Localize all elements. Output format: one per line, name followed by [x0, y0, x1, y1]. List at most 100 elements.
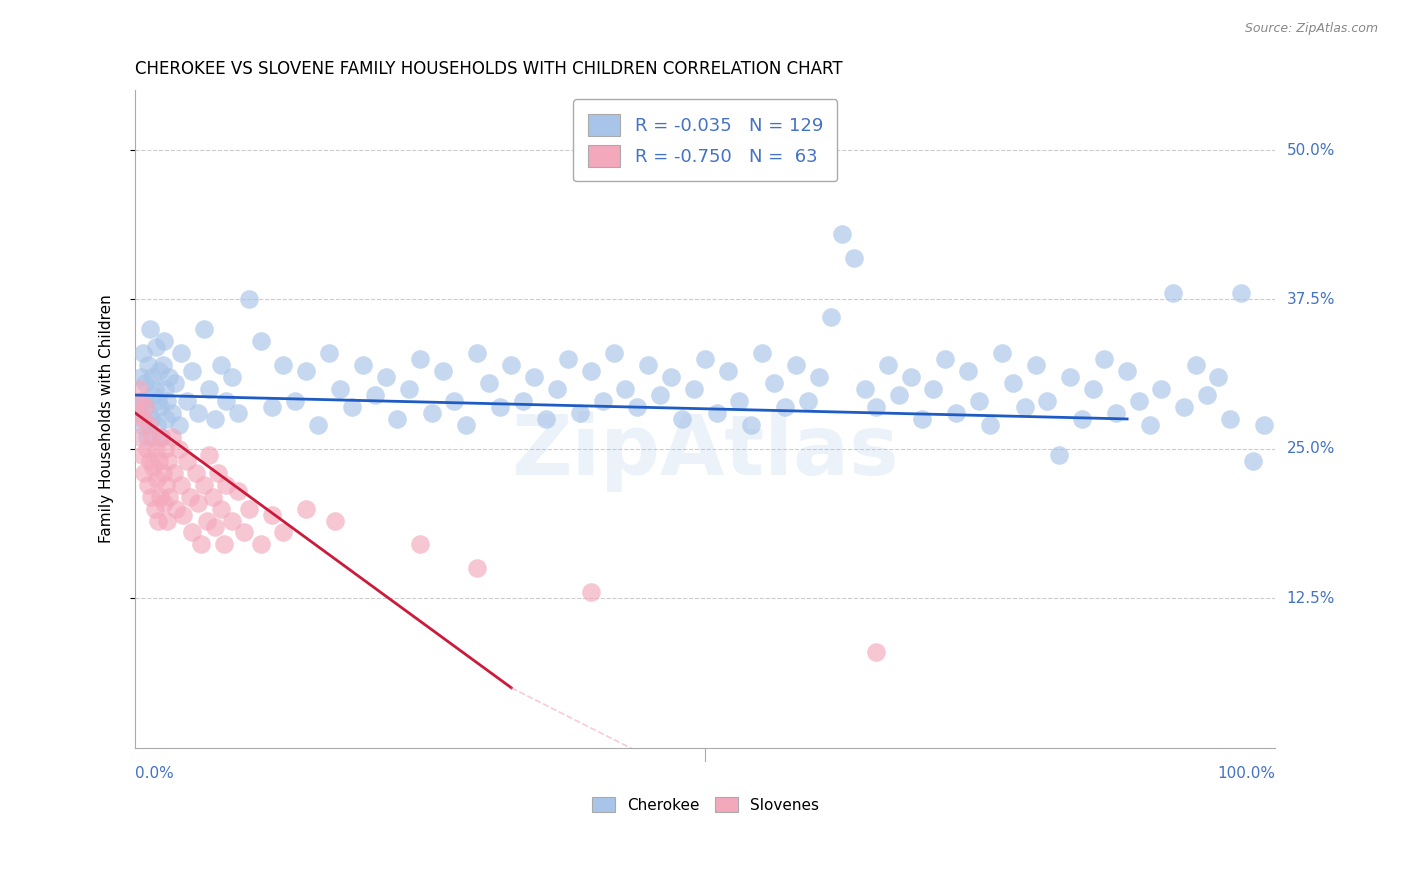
Point	[398, 382, 420, 396]
Point	[340, 400, 363, 414]
Point	[273, 358, 295, 372]
Point	[157, 454, 180, 468]
Point	[153, 382, 176, 396]
Point	[307, 417, 329, 432]
Point	[1036, 394, 1059, 409]
Point	[1139, 417, 1161, 432]
Point	[1208, 370, 1230, 384]
Point	[148, 454, 170, 468]
Point	[145, 340, 167, 354]
Point	[135, 430, 157, 444]
Point	[979, 417, 1001, 432]
Point	[945, 406, 967, 420]
Point	[134, 466, 156, 480]
Point	[1105, 406, 1128, 420]
Point	[671, 412, 693, 426]
Point	[184, 466, 207, 480]
Point	[145, 442, 167, 456]
Point	[465, 561, 488, 575]
Point	[193, 322, 215, 336]
Point	[318, 346, 340, 360]
Point	[785, 358, 807, 372]
Point	[128, 400, 150, 414]
Point	[1025, 358, 1047, 372]
Point	[1002, 376, 1025, 390]
Point	[131, 448, 153, 462]
Point	[478, 376, 501, 390]
Point	[1253, 417, 1275, 432]
Point	[990, 346, 1012, 360]
Point	[1128, 394, 1150, 409]
Point	[152, 358, 174, 372]
Point	[138, 417, 160, 432]
Text: Source: ZipAtlas.com: Source: ZipAtlas.com	[1244, 22, 1378, 36]
Point	[323, 514, 346, 528]
Point	[1161, 286, 1184, 301]
Point	[249, 537, 271, 551]
Point	[592, 394, 614, 409]
Point	[152, 466, 174, 480]
Point	[160, 406, 183, 420]
Text: CHEROKEE VS SLOVENE FAMILY HOUSEHOLDS WITH CHILDREN CORRELATION CHART: CHEROKEE VS SLOVENE FAMILY HOUSEHOLDS WI…	[135, 60, 842, 78]
Point	[127, 406, 149, 420]
Point	[260, 508, 283, 522]
Point	[142, 459, 165, 474]
Point	[232, 525, 254, 540]
Point	[911, 412, 934, 426]
Point	[1150, 382, 1173, 396]
Point	[773, 400, 796, 414]
Point	[967, 394, 990, 409]
Point	[149, 490, 172, 504]
Point	[157, 490, 180, 504]
Text: 50.0%: 50.0%	[1286, 143, 1336, 158]
Point	[465, 346, 488, 360]
Point	[329, 382, 352, 396]
Point	[728, 394, 751, 409]
Point	[387, 412, 409, 426]
Point	[922, 382, 945, 396]
Point	[134, 400, 156, 414]
Point	[295, 501, 318, 516]
Point	[717, 364, 740, 378]
Point	[181, 364, 204, 378]
Point	[156, 514, 179, 528]
Point	[212, 537, 235, 551]
Point	[865, 645, 887, 659]
Point	[820, 310, 842, 325]
Point	[201, 490, 224, 504]
Point	[143, 382, 166, 396]
Point	[226, 406, 249, 420]
Point	[956, 364, 979, 378]
Point	[1116, 364, 1139, 378]
Point	[128, 430, 150, 444]
Point	[740, 417, 762, 432]
Point	[139, 322, 162, 336]
Point	[295, 364, 318, 378]
Point	[132, 346, 155, 360]
Point	[238, 501, 260, 516]
Point	[1241, 454, 1264, 468]
Point	[150, 430, 173, 444]
Point	[215, 477, 238, 491]
Point	[454, 417, 477, 432]
Text: ZipAtlas: ZipAtlas	[512, 411, 900, 492]
Point	[142, 388, 165, 402]
Point	[135, 442, 157, 456]
Point	[808, 370, 831, 384]
Point	[141, 370, 163, 384]
Point	[523, 370, 546, 384]
Point	[626, 400, 648, 414]
Point	[146, 514, 169, 528]
Text: 25.0%: 25.0%	[1286, 442, 1336, 457]
Point	[352, 358, 374, 372]
Point	[420, 406, 443, 420]
Point	[150, 430, 173, 444]
Point	[1081, 382, 1104, 396]
Point	[1173, 400, 1195, 414]
Point	[221, 514, 243, 528]
Point	[190, 537, 212, 551]
Point	[659, 370, 682, 384]
Point	[204, 519, 226, 533]
Point	[157, 370, 180, 384]
Point	[557, 352, 579, 367]
